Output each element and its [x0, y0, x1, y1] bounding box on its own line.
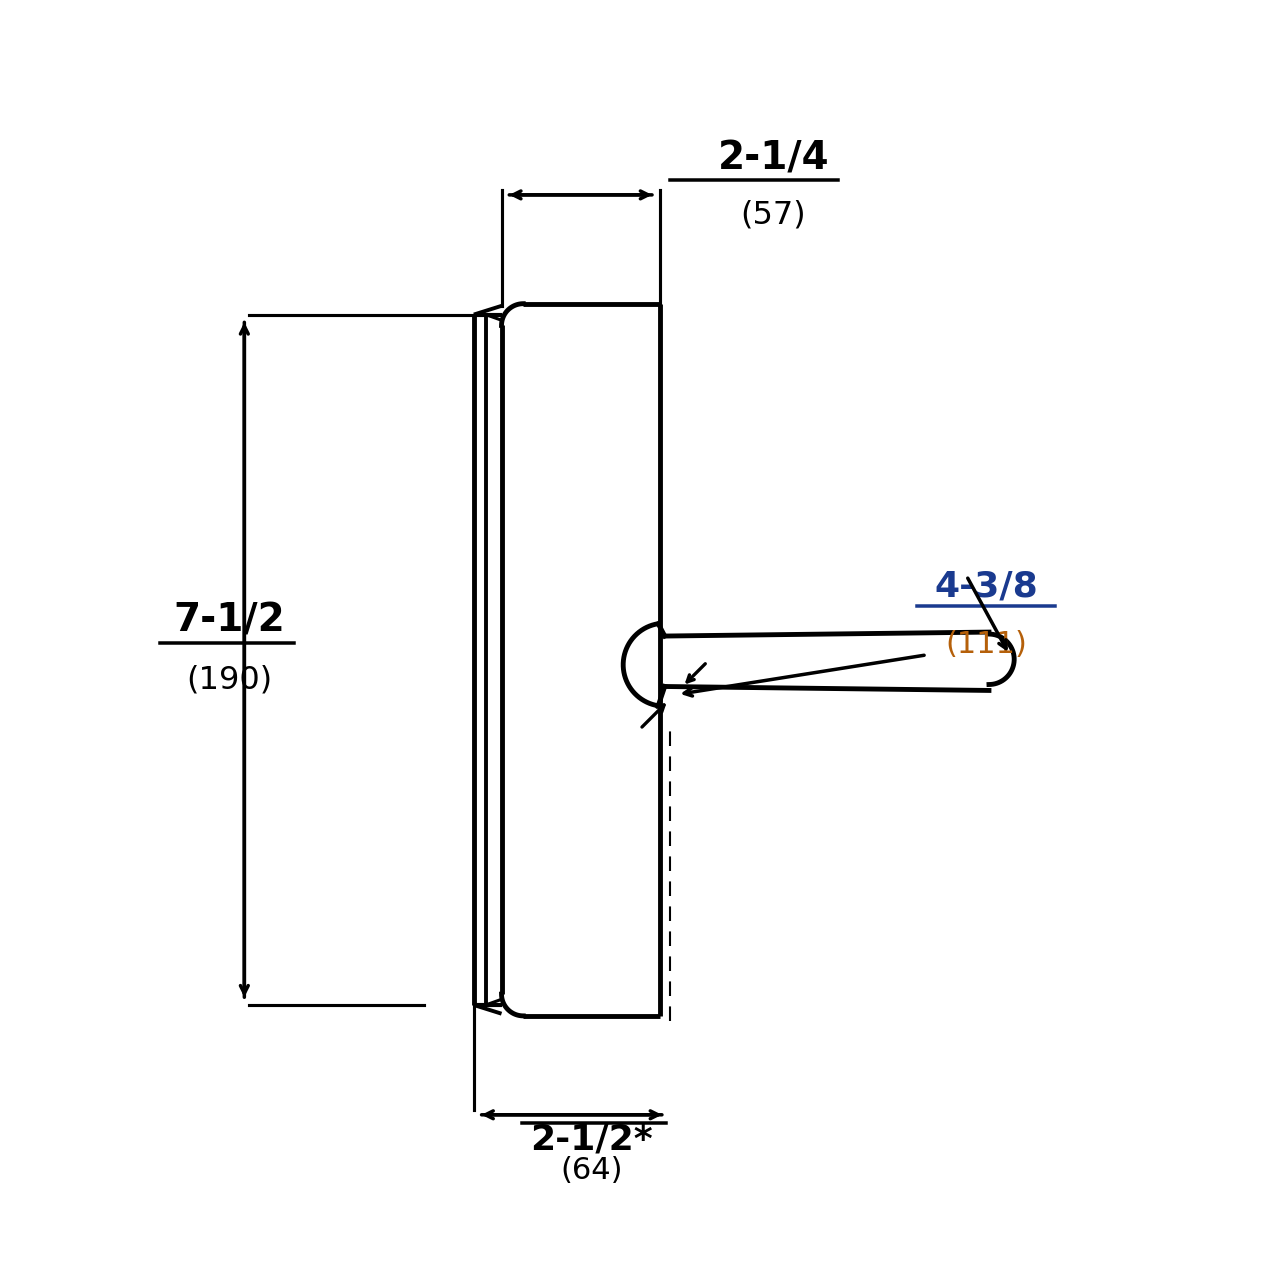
Text: (190): (190) [187, 664, 273, 696]
Text: (57): (57) [741, 200, 806, 230]
Text: 2-1/4: 2-1/4 [718, 140, 829, 177]
Text: 4-3/8: 4-3/8 [934, 570, 1038, 603]
Text: 2-1/2*: 2-1/2* [530, 1123, 653, 1157]
Text: (64): (64) [561, 1156, 623, 1185]
Text: (111): (111) [945, 630, 1027, 659]
Text: 7-1/2: 7-1/2 [174, 602, 285, 640]
